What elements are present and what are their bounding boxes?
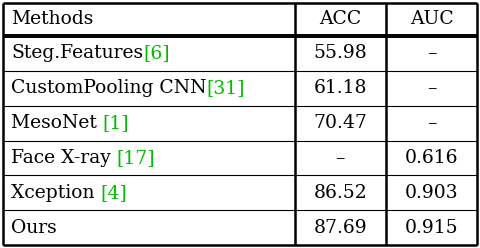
Text: Face X-ray: Face X-ray	[11, 149, 117, 167]
Text: 87.69: 87.69	[313, 218, 367, 237]
Text: –: –	[427, 114, 436, 132]
Text: Xception: Xception	[11, 184, 100, 202]
Text: [31]: [31]	[206, 79, 245, 97]
Text: 61.18: 61.18	[313, 79, 367, 97]
Text: [6]: [6]	[143, 44, 170, 62]
Text: MesoNet: MesoNet	[11, 114, 103, 132]
Text: [4]: [4]	[100, 184, 127, 202]
Text: –: –	[427, 44, 436, 62]
Text: [17]: [17]	[117, 149, 156, 167]
Text: Methods: Methods	[11, 10, 94, 29]
Text: 70.47: 70.47	[313, 114, 367, 132]
Text: –: –	[427, 79, 436, 97]
Text: –: –	[336, 149, 345, 167]
Text: AUC: AUC	[409, 10, 454, 29]
Text: CustomPooling CNN: CustomPooling CNN	[11, 79, 206, 97]
Text: 55.98: 55.98	[313, 44, 367, 62]
Text: Ours: Ours	[11, 218, 57, 237]
Text: 0.616: 0.616	[405, 149, 458, 167]
Text: 0.903: 0.903	[405, 184, 458, 202]
Text: 86.52: 86.52	[313, 184, 367, 202]
Text: 0.915: 0.915	[405, 218, 458, 237]
Text: [1]: [1]	[103, 114, 130, 132]
Text: ACC: ACC	[319, 10, 361, 29]
Text: Steg.Features: Steg.Features	[11, 44, 143, 62]
